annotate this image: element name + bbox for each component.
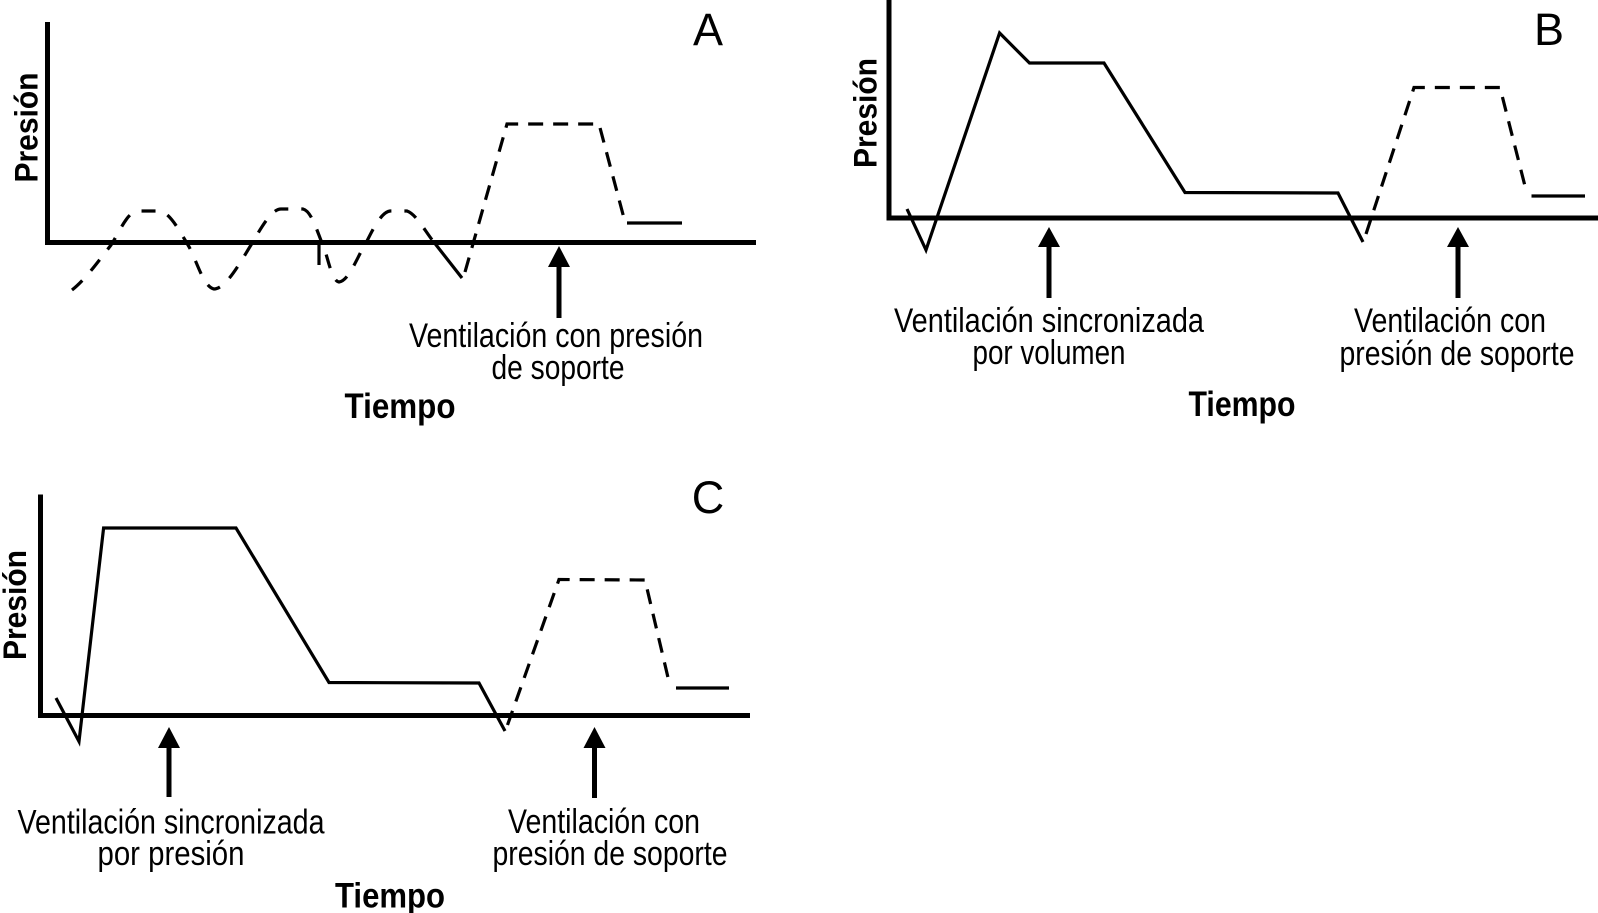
svg-text:Tiempo: Tiempo — [1189, 385, 1296, 424]
svg-text:Presión: Presión — [0, 550, 33, 660]
svg-text:Presión: Presión — [848, 58, 884, 168]
svg-text:por presión: por presión — [98, 835, 245, 873]
svg-text:Tiempo: Tiempo — [335, 877, 445, 913]
svg-text:Ventilación sincronizada: Ventilación sincronizada — [18, 804, 325, 842]
svg-text:presión de soporte: presión de soporte — [493, 835, 728, 873]
svg-text:Ventilación con presión: Ventilación con presión — [409, 317, 703, 355]
svg-text:Tiempo: Tiempo — [345, 387, 456, 426]
svg-text:C: C — [692, 472, 725, 523]
svg-text:Presión: Presión — [9, 73, 45, 183]
svg-text:B: B — [1534, 4, 1564, 55]
svg-text:Ventilación con: Ventilación con — [508, 803, 700, 841]
svg-text:por volumen: por volumen — [973, 334, 1126, 372]
svg-text:presión de soporte: presión de soporte — [1340, 335, 1575, 373]
svg-text:de soporte: de soporte — [492, 349, 625, 387]
svg-text:A: A — [693, 4, 723, 55]
svg-text:Ventilación sincronizada: Ventilación sincronizada — [894, 302, 1204, 340]
svg-text:Ventilación con: Ventilación con — [1354, 302, 1546, 340]
